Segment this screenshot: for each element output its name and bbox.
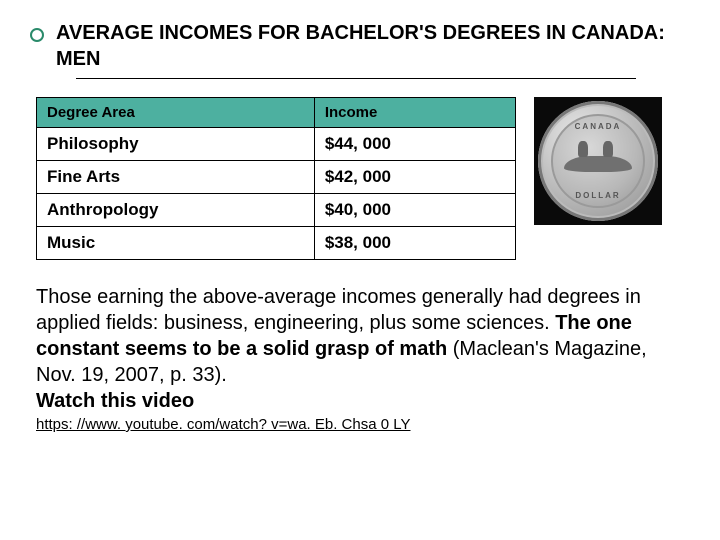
title-underline — [76, 78, 636, 79]
cell-income: $44, 000 — [314, 128, 515, 161]
cell-degree: Anthropology — [37, 194, 315, 227]
coin-text-top: CANADA — [553, 122, 643, 131]
bullet-icon — [30, 28, 44, 42]
cell-degree: Philosophy — [37, 128, 315, 161]
body-paragraph: Those earning the above-average incomes … — [36, 284, 690, 414]
col-header-degree: Degree Area — [37, 98, 315, 128]
col-header-income: Income — [314, 98, 515, 128]
table-row: Philosophy$44, 000 — [37, 128, 516, 161]
table-row: Fine Arts$42, 000 — [37, 161, 516, 194]
content-row: Degree Area Income Philosophy$44, 000Fin… — [36, 97, 680, 260]
cell-income: $40, 000 — [314, 194, 515, 227]
income-table: Degree Area Income Philosophy$44, 000Fin… — [36, 97, 516, 260]
para-lead: Those earning the above-average incomes … — [36, 286, 641, 334]
cell-income: $42, 000 — [314, 161, 515, 194]
table-row: Music$38, 000 — [37, 227, 516, 260]
coin-image: CANADA DOLLAR — [534, 97, 662, 225]
cell-degree: Fine Arts — [37, 161, 315, 194]
table-row: Anthropology$40, 000 — [37, 194, 516, 227]
slide-title: AVERAGE INCOMES FOR BACHELOR'S DEGREES I… — [56, 20, 680, 72]
video-link[interactable]: https: //www. youtube. com/watch? v=wa. … — [36, 416, 680, 433]
watch-label: Watch this video — [36, 390, 194, 412]
cell-degree: Music — [37, 227, 315, 260]
cell-income: $38, 000 — [314, 227, 515, 260]
coin-text-bottom: DOLLAR — [553, 191, 643, 200]
